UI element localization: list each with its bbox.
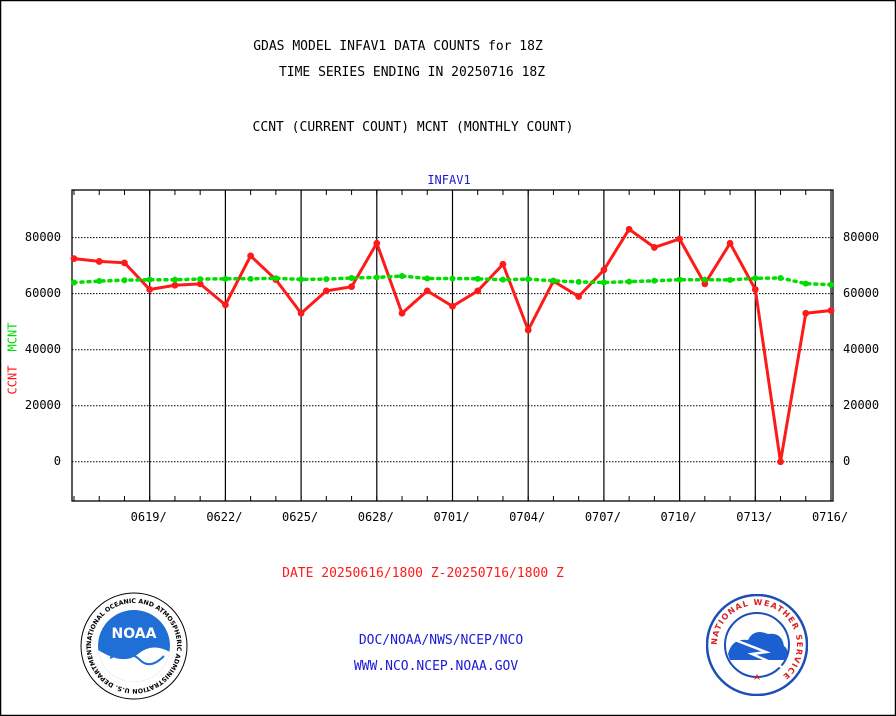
data-point-ccnt xyxy=(600,266,608,274)
data-point-ccnt xyxy=(449,302,456,310)
org-text: DOC/NOAA/NWS/NCEP/NCO xyxy=(358,633,524,648)
data-point-ccnt xyxy=(676,235,683,243)
data-point-mcnt xyxy=(298,276,305,283)
legend-description: CCNT (CURRENT COUNT) MCNT (MONTHLY COUNT… xyxy=(252,120,574,135)
y-tick-label-right: 0 xyxy=(843,453,851,468)
data-point-mcnt xyxy=(399,273,406,280)
y-tick-label-right: 60000 xyxy=(843,285,880,300)
data-point-ccnt xyxy=(322,287,330,295)
data-point-ccnt xyxy=(121,259,128,267)
x-tick-label: 0628/ xyxy=(357,510,394,524)
x-tick-label: 0704/ xyxy=(509,510,546,524)
data-point-mcnt xyxy=(802,280,809,287)
data-point-ccnt xyxy=(575,293,583,300)
data-point-mcnt xyxy=(197,276,204,283)
data-point-mcnt xyxy=(525,276,532,283)
x-tick-label: 0625/ xyxy=(282,510,319,524)
data-point-mcnt xyxy=(752,275,759,282)
data-point-mcnt xyxy=(600,279,607,286)
data-point-mcnt xyxy=(71,279,77,286)
x-tick-label: 0701/ xyxy=(433,510,470,524)
noaa-logo: NATIONAL OCEANIC AND ATMOSPHERIC ADMINIS… xyxy=(80,592,188,700)
data-point-mcnt xyxy=(651,277,658,284)
data-point-mcnt xyxy=(171,276,178,283)
y-tick-label-left: 80000 xyxy=(24,229,61,244)
x-tick-label: 0710/ xyxy=(660,510,697,524)
data-point-ccnt xyxy=(247,252,255,260)
page-subtitle: TIME SERIES ENDING IN 20250716 18Z xyxy=(278,65,546,80)
y-tick-label-right: 20000 xyxy=(843,397,880,412)
data-point-ccnt xyxy=(499,260,507,268)
plot-area xyxy=(70,189,835,502)
data-point-mcnt xyxy=(550,277,557,284)
data-point-mcnt xyxy=(626,278,633,285)
noaa-logo-text: NOAA xyxy=(112,626,157,642)
y-tick-label-right: 40000 xyxy=(843,341,880,356)
page-title: GDAS MODEL INFAV1 DATA COUNTS for 18Z xyxy=(253,39,543,54)
data-point-ccnt xyxy=(827,307,835,314)
date-range: DATE 20250616/1800 Z-20250716/1800 Z xyxy=(282,566,564,581)
data-point-mcnt xyxy=(676,276,683,283)
data-point-mcnt xyxy=(575,278,582,285)
data-point-mcnt xyxy=(96,278,103,285)
y-tick-label-left: 0 xyxy=(53,453,61,468)
nws-logo: NATIONAL WEATHER SERVICE xyxy=(706,594,808,696)
data-point-ccnt xyxy=(777,458,784,466)
y-tick-label-left: 20000 xyxy=(24,397,61,412)
data-point-ccnt xyxy=(297,309,305,317)
data-point-ccnt xyxy=(222,301,229,309)
data-point-ccnt xyxy=(398,309,406,317)
data-point-mcnt xyxy=(272,275,279,282)
data-point-mcnt xyxy=(727,276,734,283)
data-point-ccnt xyxy=(650,244,658,251)
x-tick-label: 0622/ xyxy=(206,510,243,524)
data-point-mcnt xyxy=(449,275,456,282)
x-tick-label: 0619/ xyxy=(130,510,167,524)
data-point-mcnt xyxy=(499,276,506,283)
data-point-ccnt xyxy=(70,255,78,263)
x-tick-label: 0713/ xyxy=(736,510,773,524)
data-point-ccnt xyxy=(423,287,431,295)
y-axis-label-mcnt: MCNT xyxy=(5,322,20,352)
data-point-mcnt xyxy=(121,277,128,284)
data-point-mcnt xyxy=(373,274,380,281)
data-point-mcnt xyxy=(323,276,330,283)
y-tick-label-left: 40000 xyxy=(24,341,61,356)
data-point-mcnt xyxy=(348,274,355,281)
x-tick-label: 0716/ xyxy=(811,510,849,524)
data-point-mcnt xyxy=(777,274,784,281)
data-point-mcnt xyxy=(146,276,153,283)
data-point-ccnt xyxy=(701,280,709,288)
data-point-ccnt xyxy=(625,225,633,233)
data-point-mcnt xyxy=(701,276,708,283)
data-point-mcnt xyxy=(424,275,431,282)
data-point-mcnt xyxy=(828,281,834,288)
y-tick-label-left: 60000 xyxy=(24,285,61,300)
data-point-mcnt xyxy=(474,275,481,282)
chart-title: INFAV1 xyxy=(427,173,471,187)
data-point-ccnt xyxy=(802,309,810,317)
data-point-mcnt xyxy=(247,275,254,282)
data-point-ccnt xyxy=(348,283,355,291)
website-link[interactable]: WWW.NCO.NCEP.NOAA.GOV xyxy=(353,659,519,674)
data-point-ccnt xyxy=(95,258,103,265)
data-point-ccnt xyxy=(474,287,482,295)
data-point-ccnt xyxy=(373,239,381,247)
x-tick-label: 0707/ xyxy=(584,510,621,524)
data-point-ccnt xyxy=(751,286,759,293)
data-point-ccnt xyxy=(171,281,179,289)
data-point-ccnt xyxy=(196,280,204,288)
y-tick-label-right: 80000 xyxy=(843,229,880,244)
y-axis-label-ccnt: CCNT xyxy=(5,365,20,395)
data-point-mcnt xyxy=(222,275,229,282)
data-point-ccnt xyxy=(524,326,532,334)
data-point-ccnt xyxy=(146,286,154,293)
data-point-ccnt xyxy=(726,239,734,247)
